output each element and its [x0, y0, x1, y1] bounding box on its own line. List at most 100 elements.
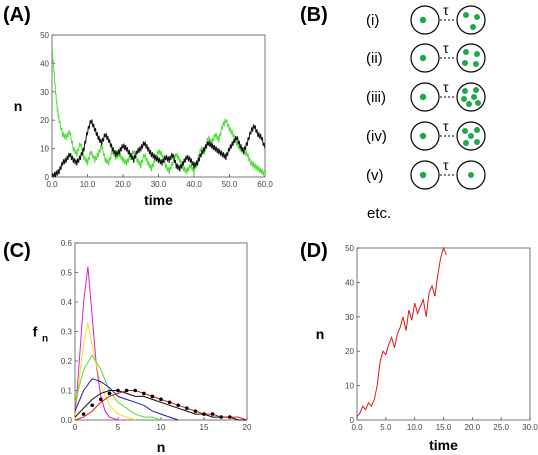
schematic-tau: τ	[443, 157, 449, 173]
chart-c-series-3	[74, 354, 162, 421]
schematic-mother-dot	[419, 54, 427, 62]
chart-c-ylabel: f	[33, 324, 38, 340]
chart-d-ylabel: n	[316, 326, 325, 342]
chart-c-point	[116, 388, 120, 393]
schematic-daughter-dot	[462, 128, 468, 134]
chart-c-point	[219, 415, 223, 419]
chart-a-xtick-label: 20.0	[115, 180, 131, 189]
schematic-daughter-dot	[468, 172, 474, 178]
chart-c-point	[167, 400, 172, 405]
chart-c-point	[202, 412, 206, 416]
schematic-daughter-dot	[461, 96, 467, 102]
chart-c-series-5	[74, 390, 247, 421]
chart-a-xtick-label: 10.0	[80, 180, 96, 189]
chart-c-ytick-label: 0.1	[61, 387, 73, 396]
chart-c-ytick-label: 0.3	[61, 328, 73, 337]
chart-c-point	[99, 397, 103, 402]
schematic-etc: etc.	[367, 205, 392, 222]
schematic-daughter-dot	[474, 139, 480, 145]
schematic-daughter-cell	[456, 43, 486, 73]
schematic-daughter-dot	[475, 100, 481, 106]
schematic-daughter-dot	[470, 24, 476, 30]
chart-d-ytick-label: 30	[345, 313, 354, 322]
panel-label-c: (C)	[3, 240, 31, 262]
schematic-daughter-dot	[473, 61, 479, 67]
chart-a-ytick-label: 20	[40, 116, 49, 125]
chart-c-xlabel: n	[157, 439, 166, 455]
panel-label-d: (D)	[300, 240, 328, 262]
chart-c-point	[185, 406, 189, 411]
chart-c-xtick-label: 20	[243, 423, 252, 432]
schematic-daughter-dot	[463, 140, 469, 146]
chart-c-point	[107, 391, 112, 396]
schematic-tau: τ	[443, 2, 449, 18]
schematic-daughter-dot	[474, 127, 480, 133]
schematic-row-label: (v)	[366, 167, 384, 184]
schematic-daughter-dot	[474, 14, 480, 20]
chart-a-xtick-label: 40.0	[186, 180, 202, 189]
chart-d-xtick-label: 20.0	[465, 423, 481, 432]
chart-d-xlabel: time	[429, 437, 458, 453]
chart-a-ytick-label: 40	[40, 59, 49, 68]
chart-d-series-1	[356, 246, 447, 417]
chart-c-point	[228, 415, 232, 419]
chart-c-xtick-label: 15	[200, 423, 209, 432]
chart-a-xlabel: time	[144, 192, 173, 208]
schematic-daughter-dot	[471, 94, 477, 100]
chart-c-series-4	[74, 378, 179, 421]
chart-c-ytick-label: 0.5	[61, 269, 73, 278]
chart-c-point	[150, 394, 155, 399]
schematic-daughter-dot	[463, 12, 469, 18]
chart-a-series-2	[51, 119, 266, 178]
chart-c-point	[142, 391, 146, 396]
schematic-daughter-dot	[463, 49, 469, 55]
chart-c-ytick-label: 0.0	[61, 416, 73, 425]
chart-d-ytick-label: 10	[345, 382, 354, 391]
chart-d-ytick-label: 0	[350, 416, 355, 425]
chart-a-ytick-label: 10	[40, 145, 49, 154]
chart-c-ylabel-subscript: n	[42, 334, 48, 345]
schematic-row-label: (iv)	[366, 128, 387, 145]
schematic-daughter-cell	[456, 5, 486, 35]
chart-a-ytick-label: 0	[45, 173, 50, 182]
schematic-row-label: (iii)	[366, 89, 386, 106]
chart-c-ytick-label: 0.2	[61, 357, 73, 366]
schematic-row-label: (i)	[366, 12, 379, 29]
chart-a-xtick-label: 30.0	[151, 180, 167, 189]
chart-c-xtick-label: 5	[116, 423, 121, 432]
chart-c-point	[133, 388, 137, 393]
chart-a-xtick-label: 60.0	[257, 180, 273, 189]
chart-d-xtick-label: 5.0	[380, 423, 392, 432]
chart-d-ytick-label: 20	[345, 347, 354, 356]
chart-c-point	[210, 412, 215, 416]
chart-c-ytick-label: 0.6	[61, 239, 73, 248]
chart-d-ytick-label: 40	[345, 278, 354, 287]
schematic-mother-dot	[419, 16, 427, 24]
chart-d-xtick-label: 0.0	[351, 423, 363, 432]
schematic-daughter-dot	[473, 87, 479, 93]
chart-c-ytick-label: 0.4	[61, 298, 73, 307]
chart-c-xtick-label: 10	[157, 423, 166, 432]
schematic-tau: τ	[443, 40, 449, 56]
chart-a-series-1	[51, 49, 266, 176]
schematic-daughter-dot	[468, 133, 474, 139]
chart-a-xtick-label: 0.0	[46, 180, 58, 189]
panel-label-b: (B)	[300, 4, 328, 26]
schematic-mother-dot	[419, 132, 427, 140]
chart-a-ytick-label: 30	[40, 88, 49, 97]
chart-c-series-2	[74, 322, 136, 421]
chart-c-point	[159, 397, 163, 402]
chart-c-point	[176, 403, 180, 408]
schematic-mother-dot	[419, 171, 427, 179]
chart-c-point	[193, 409, 198, 413]
chart-d-xtick-label: 25.0	[493, 423, 509, 432]
chart-c-point	[81, 412, 86, 416]
chart-a-xtick-label: 50.0	[222, 180, 238, 189]
chart-d-xtick-label: 15.0	[436, 423, 452, 432]
schematic-daughter-dot	[474, 51, 480, 57]
schematic-row-label: (ii)	[366, 50, 383, 67]
chart-d-xtick-label: 10.0	[407, 423, 423, 432]
chart-a-ytick-label: 50	[40, 31, 49, 40]
